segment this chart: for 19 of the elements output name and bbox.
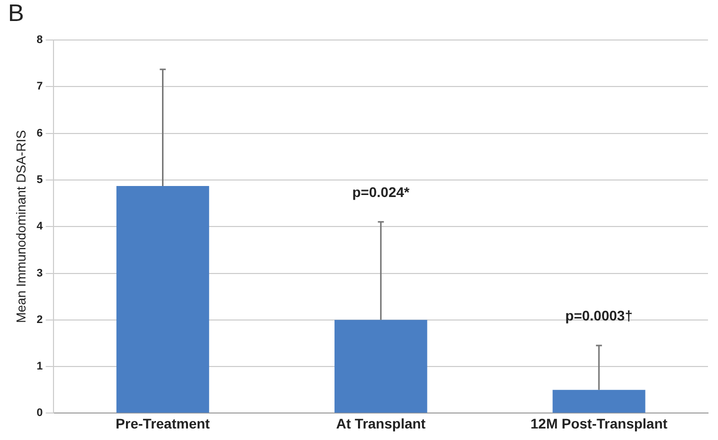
y-tick-label: 6 bbox=[36, 127, 43, 140]
y-tick-label: 1 bbox=[36, 360, 43, 373]
y-tick-label: 5 bbox=[36, 174, 43, 186]
bar bbox=[552, 390, 646, 413]
y-axis-title: Mean Immunodominant DSA-RIS bbox=[13, 130, 28, 324]
annotation: p=0.024* bbox=[352, 184, 410, 200]
x-tick-label: Pre-Treatment bbox=[116, 415, 210, 432]
text: B bbox=[8, 0, 24, 28]
y-tick-label: 7 bbox=[36, 80, 43, 93]
bar bbox=[334, 320, 428, 413]
y-tick-label: 4 bbox=[36, 220, 44, 233]
annotation: p=0.0003† bbox=[565, 307, 633, 324]
y-tick-label: 3 bbox=[36, 267, 43, 280]
y-tick-label: 2 bbox=[36, 314, 43, 326]
bar bbox=[116, 186, 210, 413]
y-tick-label: 0 bbox=[36, 407, 43, 420]
y-tick-label: 8 bbox=[36, 34, 43, 46]
x-tick-label: At Transplant bbox=[336, 415, 426, 432]
x-tick-label: 12M Post-Transplant bbox=[530, 415, 668, 432]
